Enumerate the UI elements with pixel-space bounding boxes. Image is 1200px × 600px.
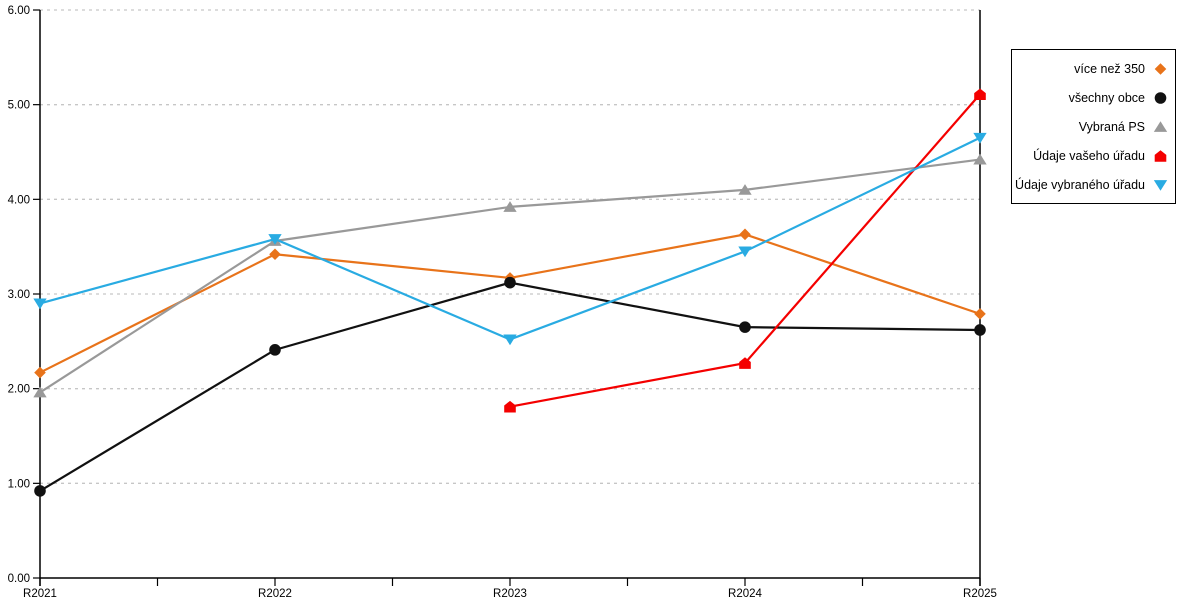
legend-item: Vybraná PS — [1012, 112, 1175, 141]
x-tick-label: R2025 — [963, 588, 997, 600]
y-tick-label: 3.00 — [8, 289, 30, 301]
legend-label: Vybraná PS — [1078, 119, 1145, 134]
y-tick-label: 2.00 — [8, 384, 30, 396]
x-tick-label: R2024 — [728, 588, 762, 600]
series-line — [39, 281, 981, 492]
legend-label: Údaje vybraného úřadu — [1015, 177, 1145, 192]
circle-marker-icon — [1153, 91, 1168, 105]
legend-label: všechny obce — [1068, 90, 1145, 105]
x-tick-label: R2023 — [493, 588, 527, 600]
chart-legend: více než 350 všechny obce Vybraná PS Úda… — [1011, 49, 1176, 204]
y-tick-label: 5.00 — [8, 100, 30, 112]
pentagon-marker-icon — [1153, 149, 1168, 163]
y-tick-label: 4.00 — [8, 194, 30, 206]
legend-label: více než 350 — [1074, 61, 1145, 76]
legend-item: Údaje vašeho úřadu — [1012, 141, 1175, 170]
y-tick-label: 0.00 — [8, 573, 30, 585]
legend-item: všechny obce — [1012, 83, 1175, 112]
diamond-marker-icon — [1153, 62, 1168, 76]
series-line — [39, 136, 981, 341]
triangle-down-marker-icon — [1153, 178, 1168, 192]
triangle-up-marker-icon — [1153, 120, 1168, 134]
x-tick-label: R2021 — [23, 588, 57, 600]
legend-label: Údaje vašeho úřadu — [1033, 148, 1145, 163]
legend-item: více než 350 — [1012, 54, 1175, 83]
x-tick-label: R2022 — [258, 588, 292, 600]
y-tick-label: 6.00 — [8, 5, 30, 17]
legend-item: Údaje vybraného úřadu — [1012, 170, 1175, 199]
y-tick-label: 1.00 — [8, 478, 30, 490]
